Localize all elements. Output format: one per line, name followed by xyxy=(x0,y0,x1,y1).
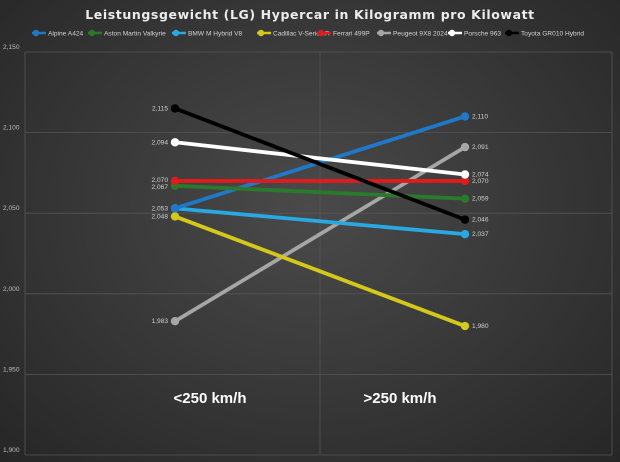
y-tick-label: 1,950 xyxy=(3,366,20,373)
chart-title: Leistungsgewicht (LG) Hypercar in Kilogr… xyxy=(85,7,535,22)
data-label: 2,037 xyxy=(472,231,489,238)
legend-label: BMW M Hybrid V8 xyxy=(188,30,243,37)
y-tick-label: 2,150 xyxy=(3,44,20,51)
y-tick-label: 2,050 xyxy=(3,205,20,212)
y-tick-label: 1,900 xyxy=(3,447,20,454)
series-path xyxy=(173,145,467,324)
data-point xyxy=(460,215,470,224)
data-point xyxy=(460,321,470,331)
data-label: 2,091 xyxy=(472,144,489,151)
data-point xyxy=(460,170,470,179)
data-point xyxy=(170,138,180,147)
series-path xyxy=(173,106,467,222)
legend-marker xyxy=(505,29,513,37)
legend-label: Cadillac V-Series.R xyxy=(273,30,330,37)
data-label: 2,053 xyxy=(151,205,168,212)
legend-label: Ferrari 499P xyxy=(333,30,370,37)
series-path xyxy=(173,214,467,328)
data-label: 2,094 xyxy=(151,139,168,146)
data-point xyxy=(170,104,180,113)
data-point xyxy=(170,204,180,213)
series-path xyxy=(173,183,467,201)
legend-item: Ferrari 499P xyxy=(317,29,370,37)
data-point xyxy=(170,212,180,221)
legend-marker xyxy=(88,29,96,37)
legend-marker xyxy=(172,29,180,37)
legend-item: BMW M Hybrid V8 xyxy=(172,29,243,37)
data-label: 2,070 xyxy=(472,178,489,185)
y-tick-label: 2,100 xyxy=(3,125,20,132)
data-point xyxy=(170,176,180,186)
series-path xyxy=(173,140,467,177)
legend-label: Alpine A424 xyxy=(48,30,84,37)
series-line xyxy=(170,176,470,186)
series-line xyxy=(170,142,470,326)
data-label: 2,115 xyxy=(152,105,168,112)
data-label: 2,067 xyxy=(151,184,168,191)
category-label: <250 km/h xyxy=(174,390,247,407)
data-label: 1,980 xyxy=(472,323,489,330)
legend-item: Alpine A424 xyxy=(32,29,84,37)
series-line xyxy=(170,104,470,224)
data-label: 2,048 xyxy=(151,213,168,220)
legend-item: Aston Martin Valkyrie xyxy=(88,29,166,37)
data-label: 2,110 xyxy=(472,113,488,120)
legend: Alpine A424 Aston Martin Valkyrie BMW M Hy… xyxy=(32,29,584,37)
category-label: >250 km/h xyxy=(364,390,437,407)
legend-marker xyxy=(317,29,325,37)
legend-item: Porsche 963 xyxy=(448,29,501,37)
y-tick-label: 2,000 xyxy=(3,286,20,293)
legend-label: Peugeot 9X8 2024 xyxy=(393,30,448,37)
legend-label: Aston Martin Valkyrie xyxy=(104,30,166,37)
legend-item: Toyota GR010 Hybrid xyxy=(505,29,584,37)
data-point xyxy=(460,194,470,203)
legend-label: Porsche 963 xyxy=(464,30,501,37)
data-point xyxy=(460,176,470,186)
data-label: 2,074 xyxy=(472,172,489,179)
legend-label: Toyota GR010 Hybrid xyxy=(521,30,584,37)
data-point xyxy=(460,142,470,152)
category-labels: <250 km/h >250 km/h xyxy=(174,390,437,407)
legend-marker xyxy=(257,29,265,37)
data-label: 2,059 xyxy=(472,196,489,203)
legend-marker xyxy=(448,29,456,37)
data-label: 2,070 xyxy=(151,177,168,184)
series-line xyxy=(170,212,470,331)
data-labels: 2,1152,0942,0702,0672,0532,0481,9832,110… xyxy=(151,105,488,330)
legend-marker xyxy=(32,29,40,37)
series-line xyxy=(170,138,470,179)
grid: 1,900 1,950 2,000 2,050 2,100 2,150 xyxy=(3,44,613,456)
data-point xyxy=(460,229,470,239)
data-label: 1,983 xyxy=(151,318,168,325)
legend-item: Peugeot 9X8 2024 xyxy=(377,29,448,37)
data-point xyxy=(460,112,470,121)
data-label: 2,046 xyxy=(472,217,489,224)
data-point xyxy=(170,317,180,326)
series-path xyxy=(173,206,467,237)
series-lines xyxy=(170,104,470,331)
legend-marker xyxy=(377,29,385,37)
legend-item: Cadillac V-Series.R xyxy=(257,29,330,37)
